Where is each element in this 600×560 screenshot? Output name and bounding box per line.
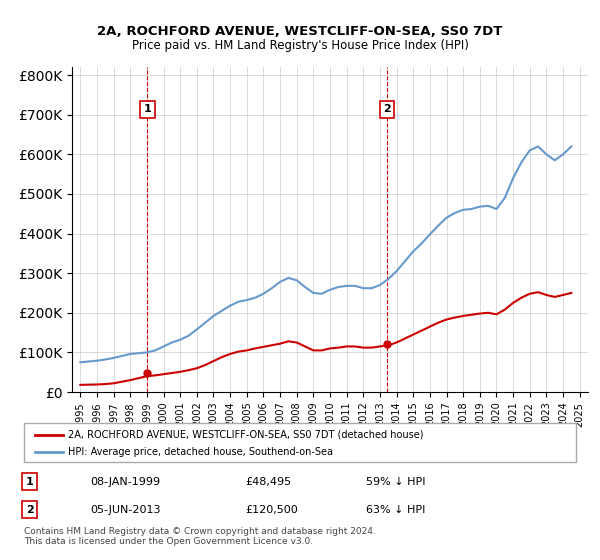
Text: Price paid vs. HM Land Registry's House Price Index (HPI): Price paid vs. HM Land Registry's House … [131,39,469,52]
Text: 1: 1 [143,104,151,114]
Text: 59% ↓ HPI: 59% ↓ HPI [366,477,426,487]
Text: £48,495: £48,495 [245,477,291,487]
Text: 63% ↓ HPI: 63% ↓ HPI [366,505,425,515]
Text: £120,500: £120,500 [245,505,298,515]
Text: Contains HM Land Registry data © Crown copyright and database right 2024.
This d: Contains HM Land Registry data © Crown c… [24,526,376,546]
Text: 2: 2 [383,104,391,114]
Text: 2: 2 [26,505,34,515]
FancyBboxPatch shape [24,423,576,462]
Text: HPI: Average price, detached house, Southend-on-Sea: HPI: Average price, detached house, Sout… [68,447,333,457]
Text: 1: 1 [26,477,34,487]
Text: 08-JAN-1999: 08-JAN-1999 [90,477,160,487]
Text: 2A, ROCHFORD AVENUE, WESTCLIFF-ON-SEA, SS0 7DT: 2A, ROCHFORD AVENUE, WESTCLIFF-ON-SEA, S… [97,25,503,38]
Text: 2A, ROCHFORD AVENUE, WESTCLIFF-ON-SEA, SS0 7DT (detached house): 2A, ROCHFORD AVENUE, WESTCLIFF-ON-SEA, S… [68,430,424,440]
Text: 05-JUN-2013: 05-JUN-2013 [90,505,161,515]
